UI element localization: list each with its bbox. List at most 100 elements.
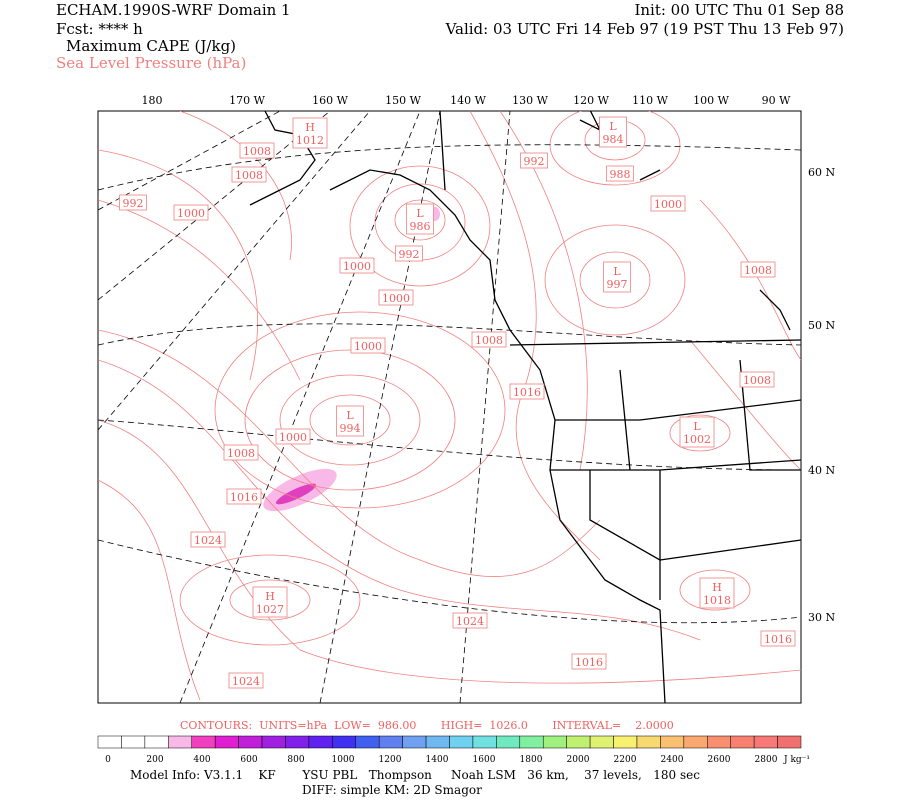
label-box xyxy=(395,245,423,262)
colorbar-label: 600 xyxy=(240,755,257,765)
colorbar-swatch xyxy=(542,735,567,749)
longitude-label: 90 W xyxy=(762,94,791,107)
colorbar-swatch xyxy=(496,735,521,749)
label-box xyxy=(223,444,259,461)
pressure-value: 992 xyxy=(399,248,420,261)
longitude-label: 120 W xyxy=(573,94,609,107)
colorbar-swatch xyxy=(753,735,778,749)
label-box xyxy=(292,117,328,149)
longitude-label: 170 W xyxy=(229,94,265,107)
pressure-value: 1000 xyxy=(382,292,410,305)
pressure-value: 1024 xyxy=(456,615,484,628)
colorbar-swatch xyxy=(97,735,122,749)
label-box xyxy=(599,116,627,148)
longitude-label: 110 W xyxy=(632,94,668,107)
label-box xyxy=(699,577,735,609)
label-box xyxy=(226,488,262,505)
pressure-center: L xyxy=(609,120,617,133)
pressure-center: L xyxy=(693,420,701,433)
field-name: Sea Level Pressure (hPa) xyxy=(56,54,246,72)
label-box xyxy=(452,612,488,629)
axis-labels: 180 170 W 160 W 150 W 140 W 130 W 120 W 110 W 10… xyxy=(142,94,836,624)
label-box xyxy=(190,531,226,548)
colorbar-swatch xyxy=(707,735,731,749)
label-box xyxy=(252,586,288,618)
colorbar-swatch xyxy=(589,735,614,749)
cape-area xyxy=(275,483,317,505)
colorbar-swatch xyxy=(730,735,755,749)
label-box xyxy=(606,165,634,182)
colorbar-label: 1800 xyxy=(520,755,543,765)
label-box xyxy=(650,195,686,212)
label-box xyxy=(378,289,414,306)
label-box xyxy=(336,405,364,437)
pressure-value: 1027 xyxy=(256,603,284,616)
pressure-value: 988 xyxy=(610,168,631,181)
pressure-value: 1008 xyxy=(744,264,772,277)
colorbar-swatch xyxy=(285,735,310,749)
pressure-value: 1024 xyxy=(194,534,222,547)
pressure-value: 1000 xyxy=(354,340,382,353)
colorbar-swatch xyxy=(355,735,380,749)
colorbar-label: 2400 xyxy=(661,755,684,765)
colorbar: 0 200 400 600 800 1000 1200 1400 1600 1800 2000 220… xyxy=(97,735,810,765)
pressure-value: 1000 xyxy=(279,431,307,444)
longitude-label: 160 W xyxy=(312,94,348,107)
model-title: ECHAM.1990S-WRF Domain 1 xyxy=(56,1,291,19)
pressure-value: 1008 xyxy=(475,334,503,347)
pressure-value: 1008 xyxy=(243,145,271,158)
colorbar-label: 2000 xyxy=(567,755,590,765)
valid-time: Valid: 03 UTC Fri 14 Feb 97 (19 PST Thu … xyxy=(445,20,844,38)
longitude-label: 140 W xyxy=(450,94,486,107)
colorbar-swatch xyxy=(168,735,192,749)
colorbar-label: 1000 xyxy=(332,755,355,765)
pressure-value: 992 xyxy=(524,155,545,168)
latitude-label: 30 N xyxy=(808,611,835,624)
pressure-value: 1016 xyxy=(230,491,258,504)
pressure-center: L xyxy=(346,409,354,422)
colorbar-label: 2600 xyxy=(708,755,731,765)
colorbar-swatch xyxy=(472,735,497,749)
colorbar-swatch xyxy=(261,735,286,749)
longitude-label: 180 xyxy=(142,94,163,107)
label-box xyxy=(571,653,607,670)
colorbar-label: 1200 xyxy=(379,755,402,765)
model-info: Model Info: V3.1.1 KF YSU PBL Thompson N… xyxy=(130,768,700,782)
pressure-value: 986 xyxy=(410,220,431,233)
label-box xyxy=(239,142,275,159)
label-box xyxy=(350,337,386,354)
longitude-label: 130 W xyxy=(512,94,548,107)
pressure-center: L xyxy=(416,207,424,220)
model-info: DIFF: simple KM: 2D Smagor xyxy=(302,783,482,797)
colorbar-label: 0 xyxy=(105,755,111,765)
label-box xyxy=(679,416,715,448)
colorbar-label: 800 xyxy=(287,755,304,765)
label-box xyxy=(119,194,147,211)
colorbar-swatch xyxy=(121,735,146,749)
label-box xyxy=(509,383,545,400)
pressure-value: 1016 xyxy=(575,656,603,669)
pressure-value: 1024 xyxy=(232,675,260,688)
colorbar-label: 1400 xyxy=(426,755,449,765)
pressure-center: H xyxy=(305,121,315,134)
contour-info: CONTOURS: UNITS=hPa LOW= 986.00 HIGH= 10… xyxy=(180,719,674,732)
label-box xyxy=(603,261,631,293)
colorbar-swatch xyxy=(566,735,591,749)
pressure-center: H xyxy=(265,590,275,603)
colorbar-swatch xyxy=(449,735,474,749)
pressure-value: 1002 xyxy=(683,433,711,446)
latitude-label: 40 N xyxy=(808,464,835,477)
colorbar-swatch xyxy=(777,735,802,749)
pressure-value: 997 xyxy=(607,278,628,291)
label-box xyxy=(471,331,507,348)
colorbar-swatch xyxy=(378,735,403,749)
pressure-value: 1000 xyxy=(654,198,682,211)
pressure-center: H xyxy=(712,581,722,594)
pressure-value: 1018 xyxy=(703,594,731,607)
label-box xyxy=(275,428,311,445)
